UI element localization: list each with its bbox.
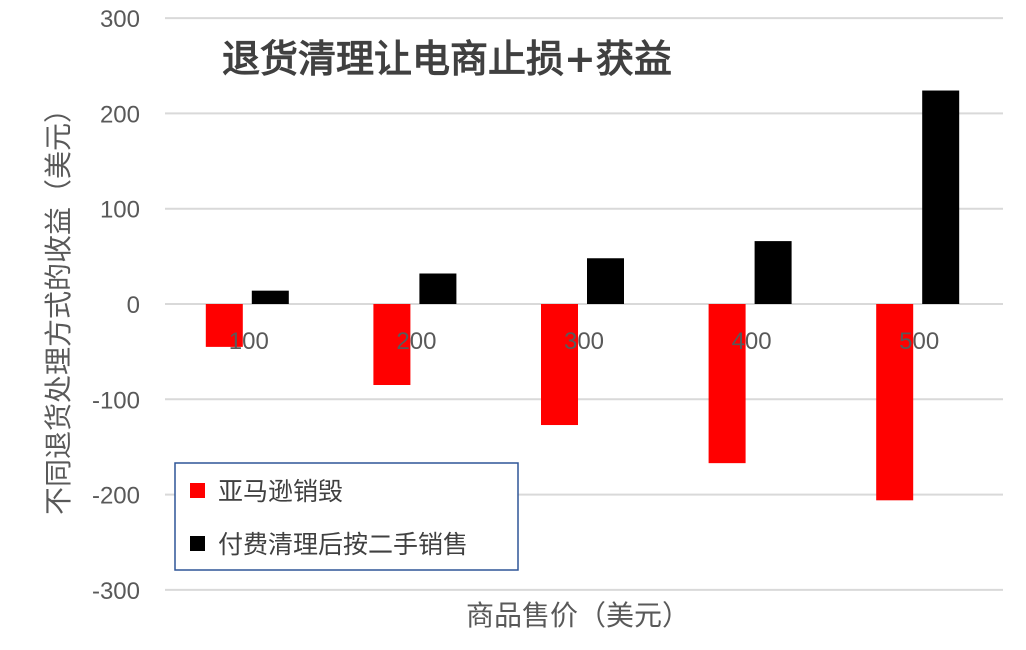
bar [205,304,243,347]
bar [373,304,411,386]
bar [754,241,792,304]
bar [587,258,624,304]
bar [922,90,960,304]
x-tick-label: 300 [564,328,604,355]
x-axis-label: 商品售价（美元） [466,599,690,632]
chart-title: 退货清理让电商止损+获益 [222,37,672,81]
y-tick-label: -100 [92,387,140,414]
legend-swatch [190,483,205,498]
legend-label: 亚马逊销毁 [218,477,343,506]
legend-swatch [190,536,205,551]
bar [708,304,746,464]
bar [876,304,914,501]
y-tick-label: 200 [100,101,140,128]
legend [174,462,519,571]
y-tick-label: -200 [92,483,140,510]
bar [419,273,457,304]
y-tick-label: 0 [127,292,140,319]
y-tick-label: 300 [100,6,140,33]
bar [541,304,578,426]
y-tick-label: -300 [92,578,140,605]
x-tick-label: 100 [229,328,269,355]
legend-label: 付费清理后按二手销售 [218,530,468,559]
x-tick-label: 400 [732,328,772,355]
bar [251,290,289,304]
y-tick-label: 100 [100,197,140,224]
x-tick-label: 200 [396,328,436,355]
x-tick-label: 500 [899,328,939,355]
y-axis-label: 不同退货处理方式的收益（美元） [42,95,75,515]
